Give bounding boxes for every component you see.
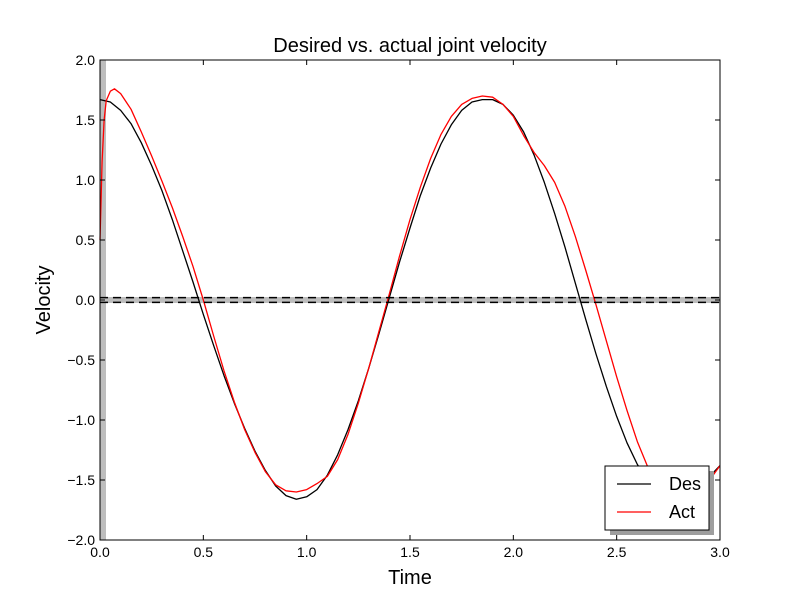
- tick-marks: [99, 59, 721, 541]
- y-tick-label: 0.0: [76, 292, 96, 308]
- x-tick-label: 1.0: [297, 544, 317, 560]
- y-tick-labels: 2.0 1.5 1.0 0.5 0.0 −0.5 −1.0 −1.5 −2.0: [67, 52, 95, 548]
- y-tick-label: 2.0: [76, 52, 96, 68]
- x-tick-labels: 0.0 0.5 1.0 1.5 2.0 2.5 3.0: [90, 544, 730, 560]
- y-axis-title: Velocity: [33, 266, 55, 335]
- y-tick-label: −0.5: [67, 352, 95, 368]
- legend: Des Act: [604, 465, 714, 535]
- x-tick-label: 0.5: [194, 544, 214, 560]
- x-tick-label: 2.0: [504, 544, 524, 560]
- x-tick-label: 2.5: [607, 544, 627, 560]
- x-tick-label: 1.5: [400, 544, 420, 560]
- legend-label-act: Act: [669, 502, 695, 522]
- y-tick-label: 0.5: [76, 232, 96, 248]
- y-tick-label: −2.0: [67, 532, 95, 548]
- series-line-des: [99, 98, 721, 500]
- legend-box: [604, 465, 710, 531]
- chart-title: Desired vs. actual joint velocity: [273, 35, 546, 57]
- x-tick-label: 0.0: [90, 544, 110, 560]
- zero-band: [100, 297, 720, 303]
- legend-label-des: Des: [669, 474, 701, 494]
- x-axis-title: Time: [388, 567, 432, 589]
- y-tick-label: 1.5: [76, 112, 96, 128]
- y-tick-label: −1.5: [67, 472, 95, 488]
- x-tick-label: 3.0: [710, 544, 730, 560]
- series-line-act: [99, 88, 721, 503]
- y-tick-label: −1.0: [67, 412, 95, 428]
- y-tick-label: 1.0: [76, 172, 96, 188]
- series-layer: [99, 88, 721, 503]
